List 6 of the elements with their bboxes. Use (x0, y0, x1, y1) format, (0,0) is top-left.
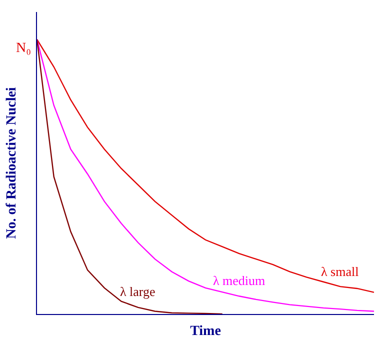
text: N₀ (16, 41, 32, 56)
y-axis-title: No. of Radioactive Nuclei (4, 87, 20, 239)
x-axis-title: Time (190, 324, 221, 339)
series-label: λ small (321, 264, 360, 279)
series-label: λ medium (213, 273, 266, 288)
series-label: λ large (120, 284, 156, 299)
